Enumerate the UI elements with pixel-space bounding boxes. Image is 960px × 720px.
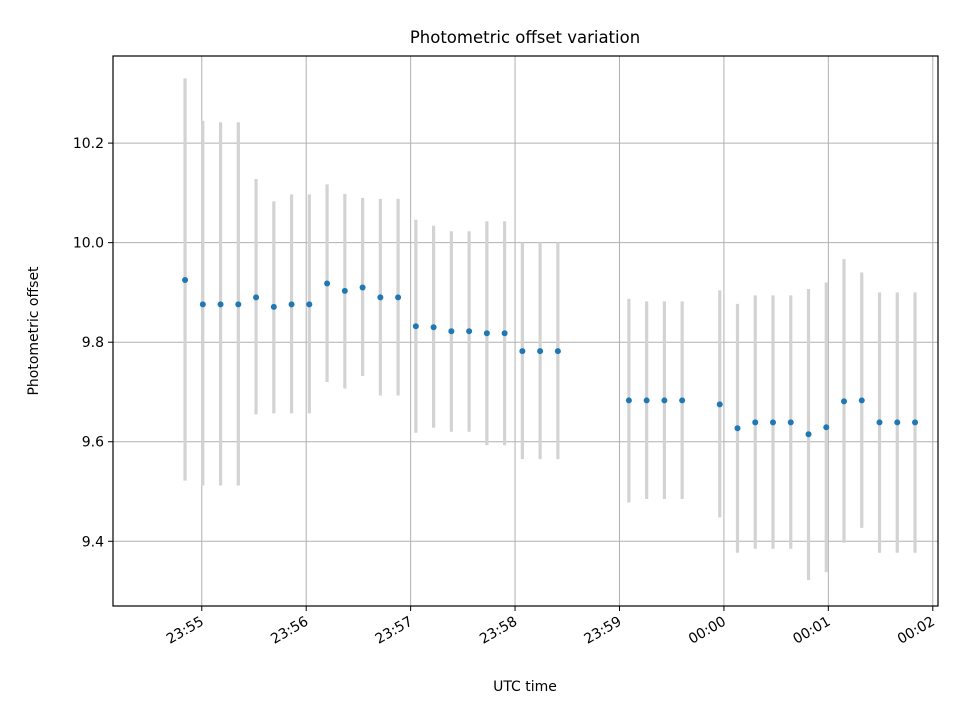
data-point <box>537 348 544 355</box>
data-point <box>643 397 650 404</box>
y-tick-label: 9.6 <box>82 435 104 451</box>
data-point <box>199 301 206 308</box>
data-point <box>625 397 632 404</box>
data-point <box>823 424 830 431</box>
data-point <box>377 294 384 301</box>
data-point <box>679 397 686 404</box>
data-point <box>466 328 473 335</box>
y-tick-label: 9.8 <box>82 335 104 351</box>
point-layer <box>182 276 919 438</box>
data-point <box>270 303 277 310</box>
x-tick-label: 00:00 <box>686 614 729 648</box>
data-point <box>448 328 455 335</box>
data-point <box>501 330 508 337</box>
x-tick-label: 23:57 <box>373 614 416 648</box>
data-point <box>661 397 668 404</box>
data-point <box>734 425 741 432</box>
data-point <box>217 301 224 308</box>
data-point <box>395 294 402 301</box>
data-point <box>430 324 437 331</box>
data-point <box>770 419 776 426</box>
plot-frame <box>112 55 939 607</box>
data-point <box>324 280 331 287</box>
y-tick-label: 9.4 <box>82 534 104 550</box>
data-point <box>235 301 242 308</box>
x-tick-label: 23:58 <box>477 614 520 648</box>
data-point <box>288 301 295 308</box>
data-point <box>876 419 883 426</box>
data-point <box>519 348 526 355</box>
data-point <box>841 398 848 405</box>
data-point <box>716 401 723 408</box>
errorbar-layer <box>183 78 917 581</box>
x-tick-label: 23:59 <box>582 614 625 648</box>
data-point <box>182 276 189 283</box>
data-point <box>752 419 759 426</box>
data-point <box>306 301 313 308</box>
data-point <box>787 419 794 426</box>
y-axis-label: Photometric offset <box>26 266 42 396</box>
data-point <box>253 294 260 301</box>
data-point <box>554 348 561 355</box>
data-point <box>412 323 419 330</box>
data-point <box>483 330 490 337</box>
x-tick-label: 23:55 <box>164 614 207 648</box>
data-point <box>912 419 919 426</box>
x-tick-label: 00:01 <box>790 614 833 648</box>
x-tick-label: 23:56 <box>268 614 311 648</box>
chart-title: Photometric offset variation <box>410 28 640 47</box>
x-tick-label: 00:02 <box>895 614 938 648</box>
y-tick-label: 10.0 <box>73 236 104 252</box>
data-point <box>894 419 901 426</box>
data-point <box>359 284 366 291</box>
data-point <box>858 397 865 404</box>
data-point <box>805 431 812 438</box>
y-tick-label: 10.2 <box>73 136 104 152</box>
x-axis-label: UTC time <box>493 679 557 695</box>
data-point <box>341 287 348 294</box>
